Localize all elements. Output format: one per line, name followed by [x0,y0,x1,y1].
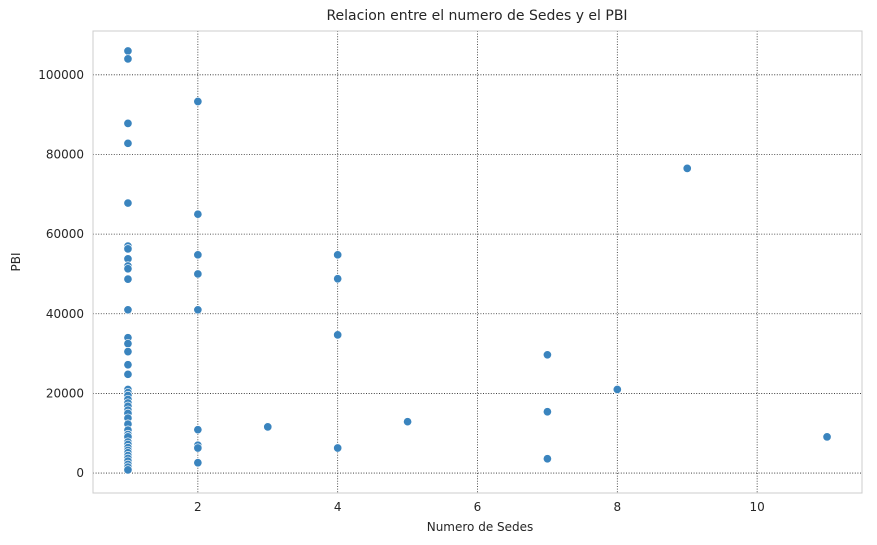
chart-title: Relacion entre el numero de Sedes y el P… [326,8,627,24]
data-point [123,264,133,274]
data-point [123,118,133,128]
data-point [123,198,133,208]
data-point [333,443,343,453]
data-point [193,305,203,315]
y-tick-label: 100000 [38,68,84,82]
x-tick-label: 6 [474,500,482,514]
data-point [193,209,203,219]
data-point [193,458,203,468]
data-point [542,407,552,417]
y-tick-labels: 0 20000 40000 60000 80000 100000 [38,68,84,480]
grid-lines [93,31,862,493]
data-point [542,454,552,464]
data-point [333,274,343,284]
y-tick-label: 40000 [46,307,84,321]
x-axis-label: Numero de Sedes [427,520,534,534]
data-point [193,269,203,279]
data-point [123,339,133,349]
x-tick-label: 2 [194,500,202,514]
x-tick-label: 10 [749,500,764,514]
y-tick-label: 20000 [46,386,84,400]
data-point [682,163,692,173]
y-axis-label: PBI [9,252,23,271]
y-tick-label: 60000 [46,227,84,241]
data-points [123,46,832,475]
y-tick-label: 80000 [46,147,84,161]
plot-frame [92,30,863,494]
data-point [123,274,133,284]
data-point [612,384,622,394]
data-point [193,96,203,107]
data-point [193,443,203,453]
data-point [123,244,133,254]
data-point [403,417,413,427]
data-point [123,54,133,64]
data-point [193,425,203,435]
x-tick-label: 8 [613,500,621,514]
data-point [193,250,203,260]
data-point [333,250,343,260]
data-point [123,46,133,56]
data-point [542,350,552,360]
x-tick-labels: 2 4 6 8 10 [194,500,765,514]
x-tick-label: 4 [334,500,342,514]
data-point [333,330,343,340]
data-point [123,369,133,379]
data-point [123,305,133,315]
data-point [123,360,133,370]
data-point [263,422,273,432]
data-point [123,347,133,357]
data-point [123,138,133,148]
data-point [123,465,133,475]
data-point [822,432,832,442]
y-tick-label: 0 [76,466,84,480]
